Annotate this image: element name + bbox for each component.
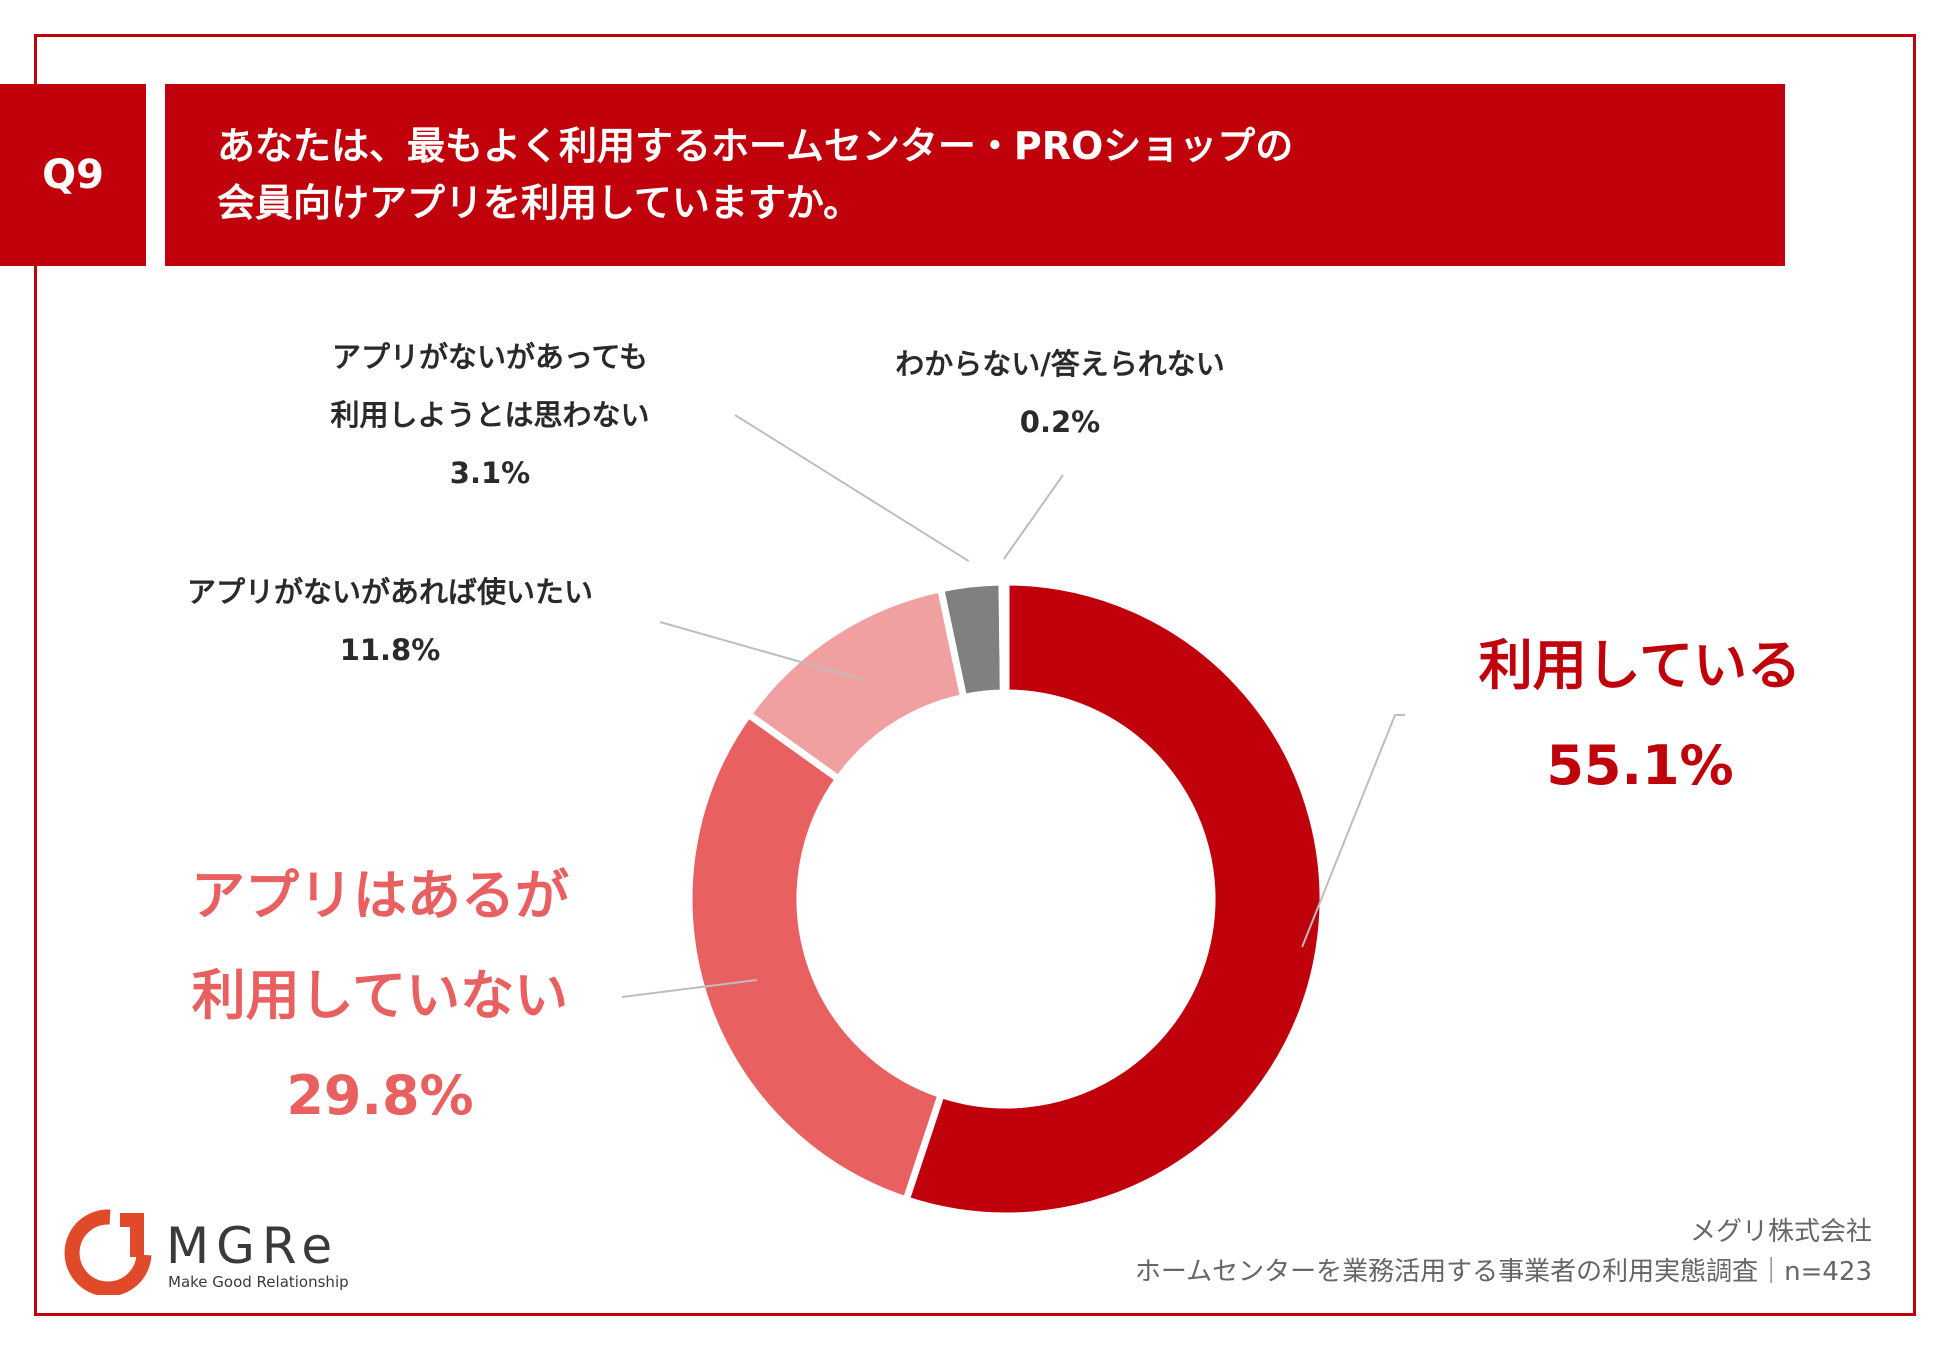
label-has-app-not-using: アプリはあるが 利用していない 29.8%: [170, 846, 590, 1146]
question-title-line-2: 会員向けアプリを利用していますか。: [217, 181, 862, 225]
label-would-not-use-line-2: 利用しようとは思わない: [330, 398, 650, 432]
question-title: あなたは、最もよく利用するホームセンター・PROショップの 会員向けアプリを利用…: [165, 84, 1785, 266]
label-using: 利用している 55.1%: [1440, 616, 1840, 816]
question-badge: Q9: [0, 84, 146, 266]
outer-frame: [34, 34, 1916, 1316]
label-using-text: 利用している: [1478, 634, 1802, 697]
source-survey: ホームセンターを業務活用する事業者の利用実態調査｜n=423: [1134, 1257, 1872, 1287]
source-note: メグリ株式会社 ホームセンターを業務活用する事業者の利用実態調査｜n=423: [1135, 1212, 1872, 1292]
leader-line-3: [734, 414, 970, 562]
leader-line-0: [1301, 714, 1405, 948]
logo-tagline: Make Good Relationship: [168, 1273, 349, 1291]
label-dont-know: わからない/答えられない 0.2%: [840, 335, 1280, 451]
label-using-value: 55.1%: [1546, 734, 1734, 797]
slice-using: [901, 578, 1327, 1220]
label-has-app-not-using-line-2: 利用していない: [191, 964, 569, 1027]
label-dont-know-value: 0.2%: [1019, 405, 1101, 439]
slice-dont-know: [998, 578, 1010, 697]
leader-line-1: [621, 978, 757, 998]
mgre-logo: MGRe Make Good Relationship: [62, 1205, 349, 1297]
leader-line-2: [659, 621, 864, 681]
logo-mark-icon: [64, 1209, 152, 1297]
slice-has-app-not-using: [685, 709, 946, 1205]
label-would-not-use-line-1: アプリがないがあっても: [331, 340, 649, 374]
logo-name: MGRe: [166, 1217, 340, 1275]
label-has-app-not-using-value: 29.8%: [286, 1064, 474, 1127]
label-has-app-not-using-line-1: アプリはあるが: [191, 864, 569, 927]
label-want-if-available: アプリがないがあれば使いたい 11.8%: [130, 563, 650, 679]
source-company: メグリ株式会社: [1689, 1217, 1872, 1247]
leader-line-4: [1003, 474, 1064, 560]
label-dont-know-text: わからない/答えられない: [895, 347, 1225, 381]
question-title-line-1: あなたは、最もよく利用するホームセンター・PROショップの: [217, 124, 1294, 168]
label-would-not-use: アプリがないがあっても 利用しようとは思わない 3.1%: [270, 328, 710, 502]
label-would-not-use-value: 3.1%: [449, 456, 531, 490]
label-want-if-available-value: 11.8%: [339, 633, 441, 667]
label-want-if-available-text: アプリがないがあれば使いたい: [186, 575, 593, 609]
